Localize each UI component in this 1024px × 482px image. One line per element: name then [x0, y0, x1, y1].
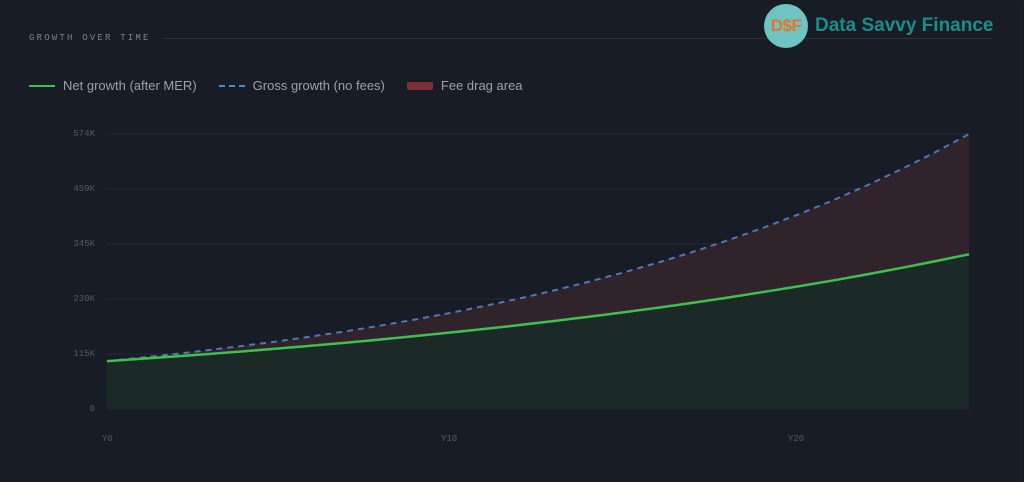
chart-legend: Net growth (after MER) Gross growth (no …: [29, 78, 545, 93]
brand-watermark: D$F Data Savvy Finance: [764, 4, 993, 48]
legend-label: Fee drag area: [440, 78, 523, 93]
fee-drag-area: [107, 134, 969, 362]
solid-line-swatch-icon: [29, 84, 55, 87]
legend-label: Net growth (after MER): [63, 78, 197, 93]
legend-label: Gross growth (no fees): [252, 78, 385, 93]
y-tick-label: 345K: [73, 239, 95, 249]
y-tick-label: 115K: [73, 349, 95, 359]
dashed-line-swatch-icon: [218, 84, 245, 87]
x-tick-label: Y0: [102, 434, 113, 444]
y-tick-label: 459K: [73, 184, 95, 194]
x-tick-label: Y20: [788, 434, 805, 444]
y-tick-label: 574K: [73, 129, 95, 139]
brand-logo-icon: D$F: [764, 4, 808, 48]
brand-logo-text: D$F: [770, 16, 802, 35]
legend-item-net[interactable]: Net growth (after MER): [29, 78, 197, 93]
net-growth-line: [106, 253, 970, 363]
y-tick-label: 0: [89, 404, 95, 414]
title-divider: [162, 37, 992, 39]
y-tick-label: 230K: [73, 294, 95, 304]
area-swatch-icon: [406, 81, 433, 90]
chart-title: GROWTH OVER TIME: [29, 33, 151, 43]
chart-header: GROWTH OVER TIME: [29, 33, 992, 43]
gross-growth-line: [106, 133, 970, 363]
brand-name: Data Savvy Finance: [815, 15, 994, 36]
legend-item-fee-drag[interactable]: Fee drag area: [406, 78, 523, 93]
legend-item-gross[interactable]: Gross growth (no fees): [218, 78, 385, 93]
net-area-fill: [107, 254, 969, 409]
x-tick-label: Y10: [441, 434, 458, 444]
